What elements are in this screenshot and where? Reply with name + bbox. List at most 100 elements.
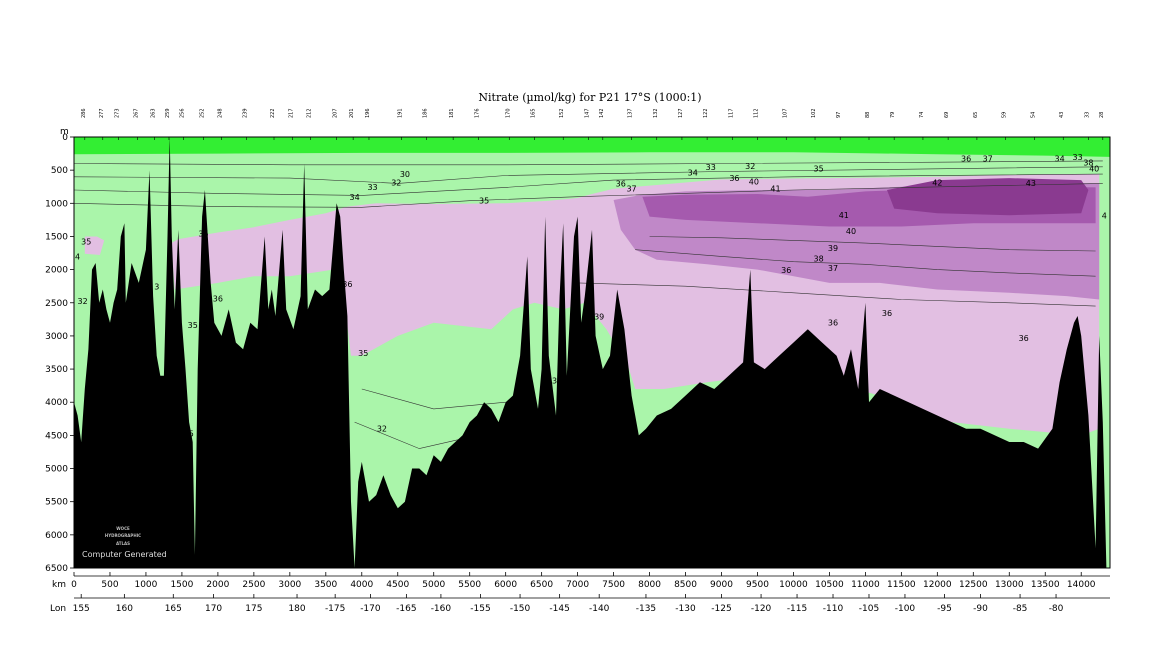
km-tick-label-2: 1000 — [134, 580, 157, 590]
sea-floor — [74, 137, 1110, 568]
station-label-23: 147 — [584, 108, 590, 118]
contour-label-21: 33 — [706, 163, 716, 172]
station-label-32: 102 — [811, 108, 817, 118]
band-gt-43 — [887, 178, 1089, 216]
lon-tick-label-8: -165 — [396, 604, 416, 614]
depth-tick-label-7: 3500 — [45, 365, 68, 375]
km-tick-label-27: 13500 — [1031, 580, 1060, 590]
contour-line-5 — [635, 249, 1096, 277]
km-tick-label-17: 8500 — [674, 580, 697, 590]
station-label-5: 259 — [165, 108, 171, 118]
contour-label-29: 39 — [828, 244, 838, 253]
station-label-26: 132 — [653, 108, 659, 118]
station-label-29: 117 — [728, 108, 734, 118]
depth-tick-label-5: 2500 — [45, 299, 68, 309]
station-label-4: 263 — [151, 108, 157, 118]
contour-line-7 — [361, 388, 506, 410]
y-axis-label: m — [60, 127, 69, 137]
km-tick-label-6: 3000 — [278, 580, 301, 590]
station-label-24: 142 — [599, 108, 605, 118]
km-tick-label-9: 4500 — [386, 580, 409, 590]
depth-tick-label-6: 3000 — [45, 332, 68, 342]
station-label-17: 186 — [423, 108, 429, 118]
lon-tick-label-7: -170 — [360, 604, 381, 614]
depth-tick-label-9: 4500 — [45, 431, 68, 441]
lon-tick-label-4: 175 — [245, 604, 262, 614]
station-label-7: 252 — [200, 108, 206, 118]
lon-tick-label-21: -100 — [895, 604, 916, 614]
contour-label-42: 38 — [1083, 159, 1093, 168]
station-label-11: 217 — [289, 108, 295, 118]
lon-tick-label-17: -120 — [751, 604, 772, 614]
station-label-12: 212 — [307, 108, 313, 118]
contour-label-12: 32 — [391, 178, 401, 187]
contour-label-18: 36 — [616, 180, 626, 189]
depth-tick-label-10: 5000 — [45, 465, 68, 475]
contour-label-25: 41 — [770, 184, 780, 193]
contour-label-5: 36 — [213, 294, 223, 303]
km-tick-label-21: 10500 — [815, 580, 844, 590]
station-label-38: 65 — [973, 112, 979, 118]
km-tick-label-3: 1500 — [170, 580, 193, 590]
station-label-43: 28 — [1099, 112, 1105, 118]
lon-tick-label-24: -85 — [1013, 604, 1028, 614]
contour-label-20: 34 — [688, 168, 698, 177]
x2-axis-label: Lon — [50, 604, 66, 614]
depth-tick-label-1: 500 — [51, 166, 68, 176]
contour-label-23: 32 — [745, 162, 755, 171]
contour-label-0: 35 — [81, 237, 91, 246]
station-label-1: 277 — [99, 108, 105, 118]
contour-label-41: 33 — [1073, 153, 1083, 162]
lon-tick-label-2: 165 — [165, 604, 182, 614]
lon-tick-label-16: -125 — [711, 604, 731, 614]
station-label-15: 196 — [365, 108, 371, 118]
station-label-27: 127 — [678, 108, 684, 118]
station-label-34: 88 — [865, 112, 871, 118]
lon-tick-label-3: 170 — [205, 604, 222, 614]
station-label-20: 170 — [505, 108, 511, 118]
contour-label-38: 37 — [983, 155, 993, 164]
chart-title: Nitrate (µmol/kg) for P21 17°S (1000:1) — [478, 91, 701, 104]
station-label-39: 59 — [1002, 112, 1008, 118]
station-label-2: 273 — [115, 108, 121, 118]
lon-tick-label-14: -135 — [636, 604, 656, 614]
km-tick-label-25: 12500 — [959, 580, 988, 590]
lon-tick-label-15: -130 — [675, 604, 696, 614]
station-label-25: 137 — [628, 108, 634, 118]
band-35-39-west — [84, 236, 105, 255]
km-tick-label-16: 8000 — [638, 580, 661, 590]
contour-label-26: 35 — [814, 164, 824, 173]
km-tick-label-20: 10000 — [779, 580, 808, 590]
station-label-30: 112 — [753, 108, 759, 118]
contour-label-9: 35 — [358, 349, 368, 358]
lon-tick-label-10: -155 — [470, 604, 490, 614]
contour-label-35: 42 — [932, 178, 942, 187]
station-label-21: 165 — [530, 108, 536, 118]
km-tick-label-19: 9500 — [746, 580, 769, 590]
contour-label-39: 36 — [1019, 334, 1029, 343]
watermark-line-2: HYDROGRAPHIC — [105, 533, 141, 538]
km-tick-label-26: 13000 — [995, 580, 1024, 590]
lon-tick-label-22: -95 — [937, 604, 952, 614]
station-label-22: 152 — [559, 108, 565, 118]
contour-line-1 — [73, 166, 1103, 184]
woce-watermark: WOCE HYDROGRAPHIC ATLAS Computer Generat… — [82, 526, 167, 559]
contour-label-34: 36 — [882, 309, 892, 318]
km-tick-label-15: 7500 — [602, 580, 625, 590]
contour-label-22: 36 — [729, 174, 739, 183]
contour-label-17: 39 — [594, 312, 604, 321]
depth-tick-label-2: 1000 — [45, 199, 68, 209]
contour-line-0 — [73, 160, 1103, 166]
lon-tick-label-1: 160 — [116, 604, 133, 614]
contour-label-30: 38 — [814, 255, 824, 264]
km-tick-label-10: 5000 — [422, 580, 445, 590]
station-label-19: 176 — [474, 108, 480, 118]
x-axis-label: km — [52, 580, 66, 590]
contour-label-16: 3 — [552, 377, 557, 386]
station-label-13: 207 — [333, 108, 339, 118]
contour-label-44: 4 — [1102, 212, 1107, 221]
contour-label-36: 43 — [1026, 179, 1036, 188]
lon-tick-label-0: 155 — [73, 604, 90, 614]
plot-frame — [73, 136, 1111, 569]
